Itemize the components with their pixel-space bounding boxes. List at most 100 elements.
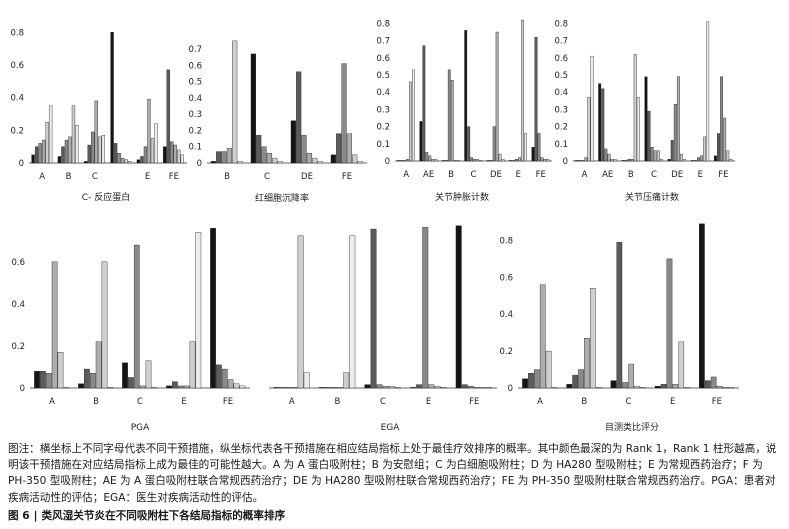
x-tick-label: E [516, 170, 521, 180]
bar-rank-1 [318, 387, 325, 389]
bar-rank-3 [376, 384, 383, 389]
bar-rank-5 [189, 341, 196, 389]
bar-rank-4 [607, 153, 611, 162]
bar-rank-2 [489, 160, 493, 162]
y-tick-label: 0 [19, 159, 24, 169]
bar-rank-2 [216, 151, 222, 164]
chart-7: 0 0.2 0.4 0.6 0.8 A B C E FE 目测类比评分 [499, 223, 739, 433]
bar-rank-2 [660, 384, 667, 389]
bar-rank-4 [653, 150, 657, 162]
bar-rank-3 [45, 373, 52, 389]
bar-rank-6 [640, 387, 646, 389]
bar-rank-2 [528, 373, 534, 389]
bar-rank-3 [467, 386, 474, 389]
bar-rank-4 [120, 157, 125, 164]
chart-title: 关节肿胀计数 [435, 191, 489, 203]
bar-rank-1 [566, 384, 573, 389]
x-tick-label: C [651, 170, 657, 180]
x-tick-label: FE [469, 397, 479, 407]
y-tick-label: 0.1 [376, 140, 390, 150]
bar-rank-5 [98, 136, 102, 164]
y-tick-label: 0.6 [554, 54, 568, 64]
bar-rank-4 [584, 157, 588, 162]
bar-rank-5 [610, 159, 614, 162]
bar-rank-4 [630, 159, 634, 162]
bar-rank-5 [587, 97, 591, 162]
bar-rank-3 [261, 146, 267, 164]
x-tick-label: DE [301, 172, 313, 182]
bar-rank-3 [221, 151, 227, 164]
bar-rank-3 [537, 133, 541, 162]
bar-rank-4 [518, 157, 521, 162]
bar-rank-1 [464, 30, 468, 162]
bar-rank-5 [703, 136, 707, 162]
bar-rank-1 [210, 228, 216, 389]
y-tick-label: 0 [20, 384, 25, 394]
bar-rank-1 [621, 160, 625, 162]
bar-rank-2 [370, 228, 377, 389]
y-tick-label: 0.3 [554, 105, 568, 115]
bar-rank-2 [256, 135, 262, 164]
chart-title: EGA [381, 423, 401, 433]
bar-rank-5 [45, 121, 49, 164]
x-tick-label: E [670, 397, 675, 407]
chart-title: 关节压痛计数 [625, 191, 679, 203]
bar-rank-4 [68, 136, 72, 164]
y-tick-label: 0.7 [188, 45, 202, 55]
y-tick-label: 0.6 [188, 61, 202, 71]
y-tick-label: 0 [508, 384, 513, 394]
x-tick-label: DE [490, 170, 502, 180]
bar-rank-1 [273, 387, 280, 389]
y-tick-label: 0.5 [554, 71, 568, 81]
bar-rank-6 [277, 161, 283, 164]
bar-rank-1 [667, 159, 671, 162]
bar-rank-2 [704, 380, 711, 389]
chart-title: 红细胞沉降率 [255, 192, 309, 204]
bar-rank-5 [678, 341, 685, 389]
bar-rank-1 [441, 160, 445, 162]
bar-rank-3 [89, 373, 96, 389]
bar-rank-6 [551, 387, 558, 389]
bar-rank-6 [546, 159, 550, 162]
bar-rank-2 [325, 387, 331, 389]
bar-rank-2 [87, 144, 91, 164]
x-tick-label: B [448, 170, 454, 180]
bar-rank-5 [71, 105, 76, 164]
bar-rank-6 [151, 387, 158, 389]
bar-rank-2 [578, 160, 582, 162]
bar-rank-1 [410, 387, 417, 389]
y-tick-label: 0.8 [554, 19, 568, 29]
bar-rank-1 [330, 154, 336, 164]
bar-rank-4 [94, 100, 98, 164]
bar-rank-3 [91, 131, 95, 164]
bar-rank-3 [720, 76, 724, 162]
bar-rank-4 [173, 144, 177, 164]
bar-rank-6 [456, 160, 460, 162]
bar-rank-3 [534, 369, 540, 389]
bar-rank-2 [717, 133, 720, 162]
x-tick-label: A [403, 170, 409, 180]
x-tick-label: AE [602, 170, 613, 180]
y-tick-label: 0.1 [188, 143, 202, 153]
bar-rank-5 [431, 159, 435, 162]
x-tick-label: A [537, 397, 543, 407]
bar-rank-5 [388, 386, 395, 389]
bar-rank-2 [461, 384, 468, 389]
x-tick-label: A [39, 172, 45, 182]
bar-rank-6 [486, 387, 493, 389]
bar-rank-5 [124, 159, 128, 164]
y-tick-label: 0.2 [188, 126, 202, 136]
bar-rank-6 [683, 159, 686, 162]
bar-rank-4 [266, 153, 272, 164]
bar-rank-2 [166, 69, 170, 164]
y-tick-label: 0.4 [376, 88, 390, 98]
chart-2: 0 0.1 0.2 0.3 0.4 0.5 0.6 0.7 B C DE FE 红细胞沉降率 [188, 40, 367, 204]
bar-rank-4 [139, 385, 146, 389]
x-tick-label: B [581, 397, 587, 407]
bar-rank-2 [61, 146, 65, 164]
y-tick-label: 0.8 [376, 19, 390, 29]
bar-rank-5 [233, 383, 240, 389]
bar-rank-6 [75, 125, 79, 164]
bar-rank-5 [145, 360, 152, 389]
bar-rank-5 [434, 386, 441, 389]
